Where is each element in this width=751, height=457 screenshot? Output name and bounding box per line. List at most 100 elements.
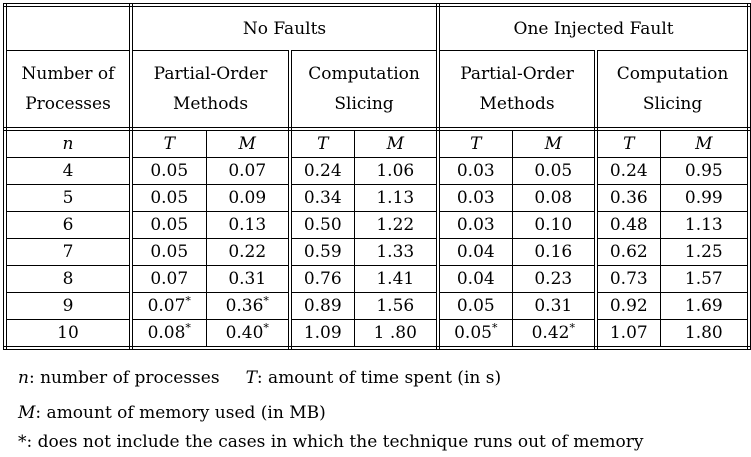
partial-order-header-2: Partial-Order Methods (437, 50, 599, 131)
cell-n: 6 (3, 211, 133, 239)
slicing-header-2: Computation Slicing (595, 50, 751, 131)
cell-t-cs-nf: 0.89 (289, 292, 355, 320)
cell-t-cs-nf: 0.50 (289, 211, 355, 239)
cell-t-cs-f: 0.48 (595, 211, 661, 239)
cell-m-cs-f: 1.80 (659, 319, 751, 350)
cell-t-po-nf: 0.05 (130, 238, 207, 266)
num-processes-header: Number of Processes (3, 50, 133, 131)
group-header-row: No Faults One Injected Fault (3, 3, 751, 51)
cell-t-cs-nf: 0.59 (289, 238, 355, 266)
cell-m-po-f: 0.08 (511, 184, 599, 212)
symbol-t-cs-f: T (595, 128, 661, 158)
cell-t-cs-nf: 1.09 (289, 319, 355, 350)
cell-m-cs-f: 0.99 (659, 184, 751, 212)
symbol-t-po-nf: T (130, 128, 207, 158)
legend-n-symbol: n (18, 368, 29, 388)
cell-m-cs-f: 1.69 (659, 292, 751, 320)
legend-line-3: *: does not include the cases in which t… (18, 432, 644, 452)
legend-m-text: : amount of memory used (in MB) (35, 403, 326, 423)
table-row: 6 0.05 0.13 0.50 1.22 0.03 0.10 0.48 1.13 (3, 211, 751, 239)
corner-cell (3, 3, 133, 51)
results-table: No Faults One Injected Fault Number of P… (3, 3, 751, 350)
cell-m-po-nf: 0.31 (205, 265, 292, 293)
cell-t-po-f: 0.04 (437, 238, 513, 266)
cell-t-cs-nf: 0.76 (289, 265, 355, 293)
legend-line-1: n: number of processes T: amount of time … (18, 368, 501, 388)
legend-n-text: : number of processes (28, 368, 220, 388)
cell-m-cs-nf: 1.22 (353, 211, 441, 239)
cell-m-cs-nf: 1.41 (353, 265, 441, 293)
cell-t-po-nf: 0.05 (130, 184, 207, 212)
symbol-n: n (3, 128, 133, 158)
cell-m-po-nf: 0.40* (205, 319, 292, 350)
cell-n: 10 (3, 319, 133, 350)
cell-t-po-f: 0.03 (437, 157, 513, 185)
cell-t-cs-f: 0.24 (595, 157, 661, 185)
cell-t-po-f: 0.03 (437, 211, 513, 239)
symbol-m-po-nf: M (205, 128, 292, 158)
cell-m-po-f: 0.23 (511, 265, 599, 293)
cell-t-cs-f: 0.73 (595, 265, 661, 293)
table-row: 7 0.05 0.22 0.59 1.33 0.04 0.16 0.62 1.25 (3, 238, 751, 266)
cell-m-cs-f: 1.57 (659, 265, 751, 293)
slicing-header-1: Computation Slicing (289, 50, 441, 131)
table-row: 8 0.07 0.31 0.76 1.41 0.04 0.23 0.73 1.57 (3, 265, 751, 293)
table-row: 5 0.05 0.09 0.34 1.13 0.03 0.08 0.36 0.99 (3, 184, 751, 212)
cell-t-po-f: 0.05* (437, 319, 513, 350)
cell-m-cs-f: 1.25 (659, 238, 751, 266)
legend-m-symbol: M (18, 403, 36, 423)
cell-m-cs-nf: 1 .80 (353, 319, 441, 350)
cell-t-po-f: 0.04 (437, 265, 513, 293)
symbol-m-cs-nf: M (353, 128, 441, 158)
cell-t-po-nf: 0.05 (130, 211, 207, 239)
cell-m-cs-f: 0.95 (659, 157, 751, 185)
symbol-row: n T M T M T M T M (3, 128, 751, 158)
partial-order-header-1: Partial-Order Methods (130, 50, 292, 131)
cell-n: 4 (3, 157, 133, 185)
symbol-t-cs-nf: T (289, 128, 355, 158)
cell-m-po-nf: 0.22 (205, 238, 292, 266)
legend-t-symbol: T (245, 368, 257, 388)
one-fault-header: One Injected Fault (437, 3, 751, 51)
cell-n: 8 (3, 265, 133, 293)
cell-m-cs-f: 1.13 (659, 211, 751, 239)
cell-m-cs-nf: 1.06 (353, 157, 441, 185)
cell-m-po-f: 0.42* (511, 319, 599, 350)
symbol-m-cs-f: M (659, 128, 751, 158)
cell-t-po-f: 0.03 (437, 184, 513, 212)
no-faults-header: No Faults (130, 3, 441, 51)
data-body: 4 0.05 0.07 0.24 1.06 0.03 0.05 0.24 0.95 5 0.05 0.… (3, 157, 751, 350)
cell-t-cs-f: 0.62 (595, 238, 661, 266)
cell-t-cs-f: 0.36 (595, 184, 661, 212)
symbol-t-po-f: T (437, 128, 513, 158)
table-row: 4 0.05 0.07 0.24 1.06 0.03 0.05 0.24 0.95 (3, 157, 751, 185)
cell-m-cs-nf: 1.33 (353, 238, 441, 266)
table-row: 10 0.08* 0.40* 1.09 1 .80 0.05* 0.42* 1.07 1.80 (3, 319, 751, 350)
cell-m-po-f: 0.16 (511, 238, 599, 266)
cell-t-cs-nf: 0.34 (289, 184, 355, 212)
cell-m-cs-nf: 1.13 (353, 184, 441, 212)
cell-t-po-nf: 0.08* (130, 319, 207, 350)
method-header-row: Number of Processes Partial-Order Method… (3, 50, 751, 131)
cell-n: 7 (3, 238, 133, 266)
cell-m-cs-nf: 1.56 (353, 292, 441, 320)
cell-m-po-nf: 0.13 (205, 211, 292, 239)
cell-t-po-nf: 0.07* (130, 292, 207, 320)
legend-t-text: : amount of time spent (in s) (256, 368, 502, 388)
cell-t-po-f: 0.05 (437, 292, 513, 320)
cell-m-po-nf: 0.09 (205, 184, 292, 212)
cell-t-po-nf: 0.05 (130, 157, 207, 185)
cell-m-po-f: 0.05 (511, 157, 599, 185)
cell-m-po-f: 0.10 (511, 211, 599, 239)
cell-t-cs-f: 1.07 (595, 319, 661, 350)
cell-m-po-nf: 0.07 (205, 157, 292, 185)
cell-n: 9 (3, 292, 133, 320)
cell-m-po-nf: 0.36* (205, 292, 292, 320)
legend-line-2: M: amount of memory used (in MB) (18, 403, 326, 423)
cell-t-po-nf: 0.07 (130, 265, 207, 293)
cell-n: 5 (3, 184, 133, 212)
symbol-m-po-f: M (511, 128, 599, 158)
cell-t-cs-nf: 0.24 (289, 157, 355, 185)
cell-m-po-f: 0.31 (511, 292, 599, 320)
